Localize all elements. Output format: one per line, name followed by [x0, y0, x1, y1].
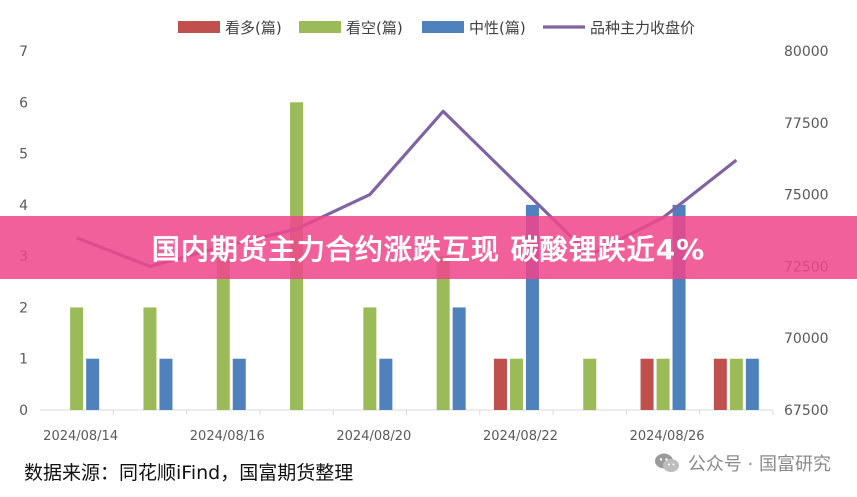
chart-legend: 看多(篇) 看空(篇) 中性(篇) 品种主力收盘价 — [178, 19, 695, 37]
y-left-tick-label: 7 — [19, 44, 28, 60]
x-tick-label: 2024/08/22 — [483, 429, 558, 444]
y-left-tick-label: 0 — [19, 403, 28, 419]
legend-item: 品种主力收盘价 — [543, 19, 695, 37]
bar-看空(篇) — [363, 307, 377, 410]
legend-swatch — [178, 21, 220, 33]
bar-看多(篇) — [493, 358, 507, 410]
bar-看空(篇) — [729, 358, 743, 410]
bar-中性(篇) — [86, 358, 100, 410]
y-right-tick-label: 75000 — [784, 188, 829, 204]
legend-item: 中性(篇) — [422, 19, 526, 37]
legend-label: 看多(篇) — [225, 19, 282, 37]
bar-看空(篇) — [143, 307, 157, 410]
legend-label: 品种主力收盘价 — [590, 19, 695, 37]
y-left-tick-label: 5 — [19, 147, 28, 163]
watermark-text: 公众号 · 国富研究 — [687, 454, 831, 475]
legend-item: 看空(篇) — [299, 19, 403, 37]
x-tick-label: 2024/08/20 — [336, 429, 411, 444]
headline-banner: 国内期货主力合约涨跌互现 碳酸锂跌近4% — [0, 216, 857, 279]
data-source-note: 数据来源：同花顺iFind，国富期货整理 — [24, 462, 354, 484]
legend-label: 看空(篇) — [346, 19, 403, 37]
legend-swatch — [299, 21, 341, 33]
y-right-tick-label: 80000 — [784, 44, 829, 60]
bar-中性(篇) — [745, 358, 759, 410]
bar-看空(篇) — [583, 358, 597, 410]
legend-item: 看多(篇) — [178, 19, 282, 37]
bar-看空(篇) — [436, 256, 450, 410]
wechat-icon — [654, 453, 679, 472]
bar-看空(篇) — [656, 358, 670, 410]
bar-看空(篇) — [509, 358, 523, 410]
legend-label: 中性(篇) — [469, 19, 526, 37]
bar-中性(篇) — [379, 358, 393, 410]
y-left-tick-label: 1 — [19, 352, 28, 368]
bar-看多(篇) — [713, 358, 727, 410]
x-tick-label: 2024/08/14 — [43, 429, 118, 444]
headline-text: 国内期货主力合约涨跌互现 碳酸锂跌近4% — [151, 232, 706, 266]
y-right-tick-label: 70000 — [784, 331, 829, 347]
bar-看空(篇) — [70, 307, 84, 410]
bar-看空(篇) — [216, 256, 230, 410]
y-left-tick-label: 4 — [19, 198, 28, 214]
chart-bars — [70, 102, 759, 411]
y-left-tick-label: 6 — [19, 95, 28, 111]
bar-中性(篇) — [232, 358, 246, 410]
watermark: 公众号 · 国富研究 — [654, 450, 831, 476]
bar-看多(篇) — [640, 358, 654, 410]
bar-中性(篇) — [452, 307, 466, 410]
x-tick-label: 2024/08/26 — [630, 429, 705, 444]
y-left-tick-label: 2 — [19, 300, 28, 316]
bar-中性(篇) — [159, 358, 173, 410]
legend-swatch — [422, 21, 464, 33]
y-right-tick-label: 67500 — [784, 403, 829, 419]
y-right-tick-label: 77500 — [784, 116, 829, 132]
x-tick-label: 2024/08/16 — [190, 429, 265, 444]
